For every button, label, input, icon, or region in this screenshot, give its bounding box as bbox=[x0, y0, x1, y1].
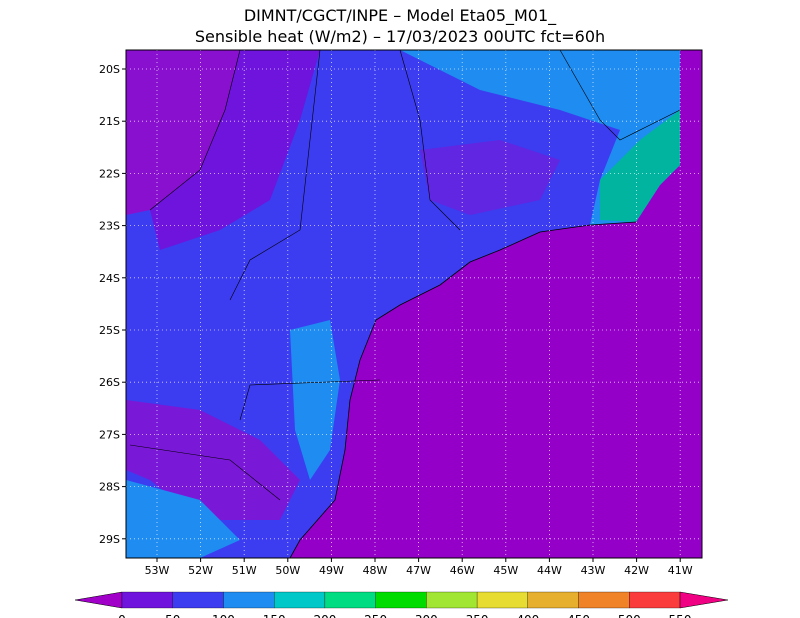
colorbar-label: 350 bbox=[466, 613, 489, 618]
colorbar-segment bbox=[274, 591, 326, 609]
field-patch bbox=[600, 110, 680, 222]
lat-label: 29S bbox=[99, 533, 120, 546]
colorbar-label: 500 bbox=[618, 613, 641, 618]
lon-label: 51W bbox=[232, 564, 257, 577]
field-patch bbox=[150, 50, 320, 250]
lat-label: 28S bbox=[99, 481, 120, 494]
lon-label: 53W bbox=[145, 564, 170, 577]
colorbar-segment bbox=[223, 591, 275, 609]
lat-label: 24S bbox=[99, 272, 120, 285]
colorbar-segment bbox=[426, 591, 478, 609]
colorbar-segment bbox=[172, 591, 224, 609]
lat-label: 22S bbox=[99, 167, 120, 180]
lat-label: 23S bbox=[99, 220, 120, 233]
lon-label: 44W bbox=[537, 564, 562, 577]
lat-label: 26S bbox=[99, 376, 120, 389]
colorbar-label: 450 bbox=[567, 613, 590, 618]
lat-label: 27S bbox=[99, 428, 120, 441]
colorbar-label: 200 bbox=[313, 613, 336, 618]
colorbar-segment bbox=[527, 591, 579, 609]
border bbox=[129, 49, 681, 501]
colorbar-label: 550 bbox=[669, 613, 692, 618]
lat-label: 20S bbox=[99, 63, 120, 76]
colorbar-segment bbox=[324, 591, 376, 609]
map-frame bbox=[125, 49, 703, 559]
field-patch bbox=[126, 400, 300, 520]
lon-label: 46W bbox=[450, 564, 475, 577]
colorbar-over bbox=[679, 591, 729, 609]
grid bbox=[126, 50, 702, 558]
colorbar-segment bbox=[578, 591, 630, 609]
colorbar-segment bbox=[375, 591, 427, 609]
colorbar-label: 300 bbox=[415, 613, 438, 618]
colorbar-label: 150 bbox=[263, 613, 286, 618]
field-patch bbox=[420, 140, 560, 215]
lat-label: 21S bbox=[99, 115, 120, 128]
lon-label: 48W bbox=[363, 564, 388, 577]
colorbar-segment bbox=[476, 591, 528, 609]
colorbar-segment bbox=[121, 591, 173, 609]
coastline bbox=[289, 221, 637, 559]
lon-label: 47W bbox=[406, 564, 431, 577]
lon-label: 50W bbox=[275, 564, 300, 577]
colorbar-label: 100 bbox=[212, 613, 235, 618]
map-field bbox=[126, 49, 702, 559]
lon-label: 43W bbox=[581, 564, 606, 577]
colorbar-under bbox=[74, 591, 123, 609]
lon-label: 52W bbox=[188, 564, 213, 577]
field-patch bbox=[290, 320, 340, 480]
lon-label: 41W bbox=[668, 564, 693, 577]
title-line: Sensible heat (W/m2) – 17/03/2023 00UTC … bbox=[195, 27, 605, 46]
lon-label: 49W bbox=[319, 564, 344, 577]
lon-label: 42W bbox=[624, 564, 649, 577]
title-line: DIMNT/CGCT/INPE – Model Eta05_M01_ bbox=[244, 6, 557, 26]
lat-label: 25S bbox=[99, 324, 120, 337]
colorbar-segment bbox=[629, 591, 681, 609]
colorbar-label: 0 bbox=[118, 613, 126, 618]
lon-label: 45W bbox=[493, 564, 518, 577]
colorbar-label: 400 bbox=[516, 613, 539, 618]
colorbar-label: 50 bbox=[165, 613, 180, 618]
colorbar-label: 250 bbox=[364, 613, 387, 618]
